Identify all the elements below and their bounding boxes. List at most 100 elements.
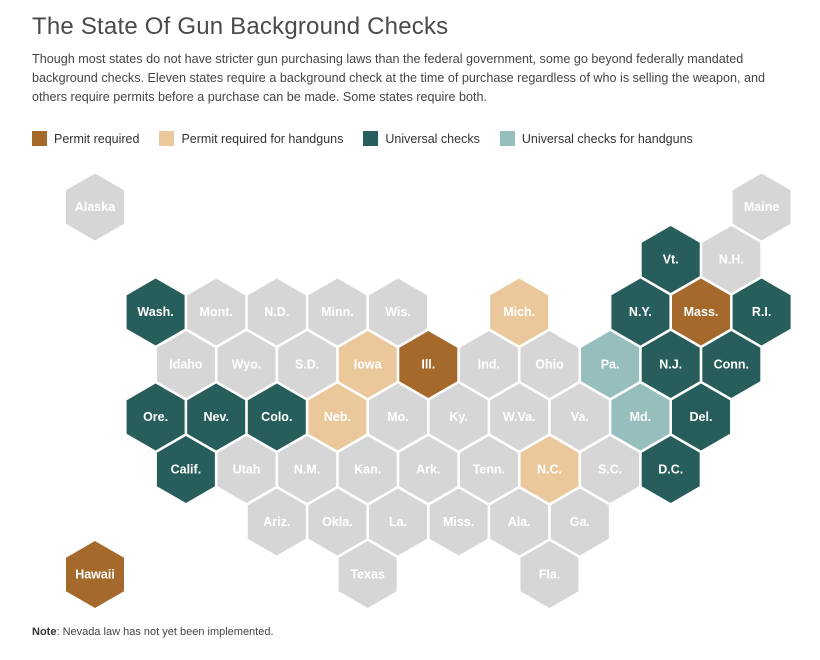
state-hex-shape <box>490 488 549 556</box>
state-hex-shape <box>66 173 124 241</box>
state-label: Kan. <box>354 463 381 477</box>
state-label: Colo. <box>261 410 292 424</box>
state-hex: W.Va. <box>490 383 549 451</box>
state-label: Ill. <box>421 358 435 372</box>
state-hex: Ga. <box>550 488 609 556</box>
legend: Permit required Permit required for hand… <box>32 131 713 146</box>
state-hex-shape <box>369 488 427 556</box>
legend-label: Permit required for handguns <box>181 131 344 146</box>
footnote-label: Note <box>32 626 57 638</box>
state-hex-shape <box>247 278 306 346</box>
state-hex: Alaska <box>66 173 124 241</box>
state-label: Iowa <box>354 358 383 372</box>
state-hex: Utah <box>217 436 276 503</box>
state-label: Miss. <box>443 515 474 529</box>
state-hex: N.H. <box>702 226 761 293</box>
state-hex-shape <box>520 331 579 398</box>
state-hex-shape <box>641 331 700 398</box>
state-label: N.M. <box>294 463 320 477</box>
state-hex: Tenn. <box>459 436 518 503</box>
state-hex-shape <box>490 278 549 346</box>
state-label: Ariz. <box>263 515 290 529</box>
state-hex-shape <box>308 278 367 346</box>
state-label: Maine <box>744 200 779 214</box>
state-label: Nev. <box>203 410 228 424</box>
state-label: Calif. <box>171 463 202 477</box>
state-label: N.J. <box>659 358 682 372</box>
state-label: N.C. <box>537 463 562 477</box>
state-hex: Mont. <box>187 278 246 346</box>
state-hex-shape <box>520 541 579 608</box>
state-hex: Miss. <box>429 488 488 556</box>
state-hex-shape <box>126 383 185 451</box>
state-hex: Wash. <box>126 278 185 346</box>
state-hex-shape <box>550 383 609 451</box>
state-hex: Minn. <box>308 278 367 346</box>
state-hex-shape <box>369 383 427 451</box>
state-label: N.H. <box>719 253 744 267</box>
state-hex-shape <box>520 436 579 503</box>
state-hex-shape <box>581 331 640 398</box>
state-hex: N.M. <box>278 436 337 503</box>
state-hex-shape <box>308 488 367 556</box>
state-hex: La. <box>369 488 427 556</box>
page-title: The State Of Gun Background Checks <box>32 13 449 40</box>
state-hex-shape <box>459 436 518 503</box>
state-hex-shape <box>581 436 640 503</box>
state-hex-shape <box>672 383 730 451</box>
state-label: Mich. <box>503 305 535 319</box>
state-label: Ky. <box>449 410 468 424</box>
state-hex: Ind. <box>459 331 518 398</box>
state-hex: Pa. <box>581 331 640 398</box>
state-label: S.D. <box>295 358 319 372</box>
state-hex-shape <box>641 226 700 293</box>
state-hex: Conn. <box>702 331 761 398</box>
legend-swatch <box>159 131 175 146</box>
state-hex: Iowa <box>338 331 397 398</box>
state-label: N.Y. <box>629 305 652 319</box>
state-hex-shape <box>338 436 397 503</box>
state-hex: Wis. <box>369 278 427 346</box>
state-hex: Mass. <box>672 278 730 346</box>
state-label: Ore. <box>143 410 168 424</box>
state-hex: Nev. <box>187 383 246 451</box>
state-hex: N.J. <box>641 331 700 398</box>
state-label: Ohio <box>535 358 564 372</box>
state-label: Hawaii <box>75 568 115 582</box>
state-hex: Ore. <box>126 383 185 451</box>
state-hex-shape <box>490 383 549 451</box>
state-label: Okla. <box>322 515 353 529</box>
state-hex-shape <box>702 226 761 293</box>
state-hex: Ohio <box>520 331 579 398</box>
state-label: Ga. <box>570 515 590 529</box>
legend-swatch <box>499 131 515 146</box>
state-label: Wis. <box>385 305 411 319</box>
state-label: Idaho <box>169 358 203 372</box>
state-label: Mass. <box>684 305 719 319</box>
state-hex-shape <box>732 173 791 241</box>
description: Though most states do not have stricter … <box>32 52 765 104</box>
state-label: Wyo. <box>232 358 262 372</box>
state-hex: N.D. <box>247 278 306 346</box>
state-label: Tenn. <box>473 463 505 477</box>
legend-item-universal-handguns: Universal checks for handguns <box>499 131 693 146</box>
state-hex: N.Y. <box>611 278 670 346</box>
state-hex: Kan. <box>338 436 397 503</box>
state-hex: S.C. <box>581 436 640 503</box>
state-hex-shape <box>550 488 609 556</box>
state-hex-shape <box>702 331 761 398</box>
state-hex-shape <box>429 488 488 556</box>
state-hex: Vt. <box>641 226 700 293</box>
state-hex-shape <box>338 541 397 608</box>
state-hex: Texas <box>338 541 397 608</box>
state-label: Texas <box>350 568 385 582</box>
state-hex: Okla. <box>308 488 367 556</box>
state-hex: Ky. <box>429 383 488 451</box>
state-hex-shape <box>338 331 397 398</box>
state-hex-shape <box>247 383 306 451</box>
state-hex: Ariz. <box>247 488 306 556</box>
state-label: Md. <box>630 410 652 424</box>
state-hex-shape <box>187 383 246 451</box>
state-label: N.D. <box>264 305 289 319</box>
state-hex: Calif. <box>156 436 215 503</box>
